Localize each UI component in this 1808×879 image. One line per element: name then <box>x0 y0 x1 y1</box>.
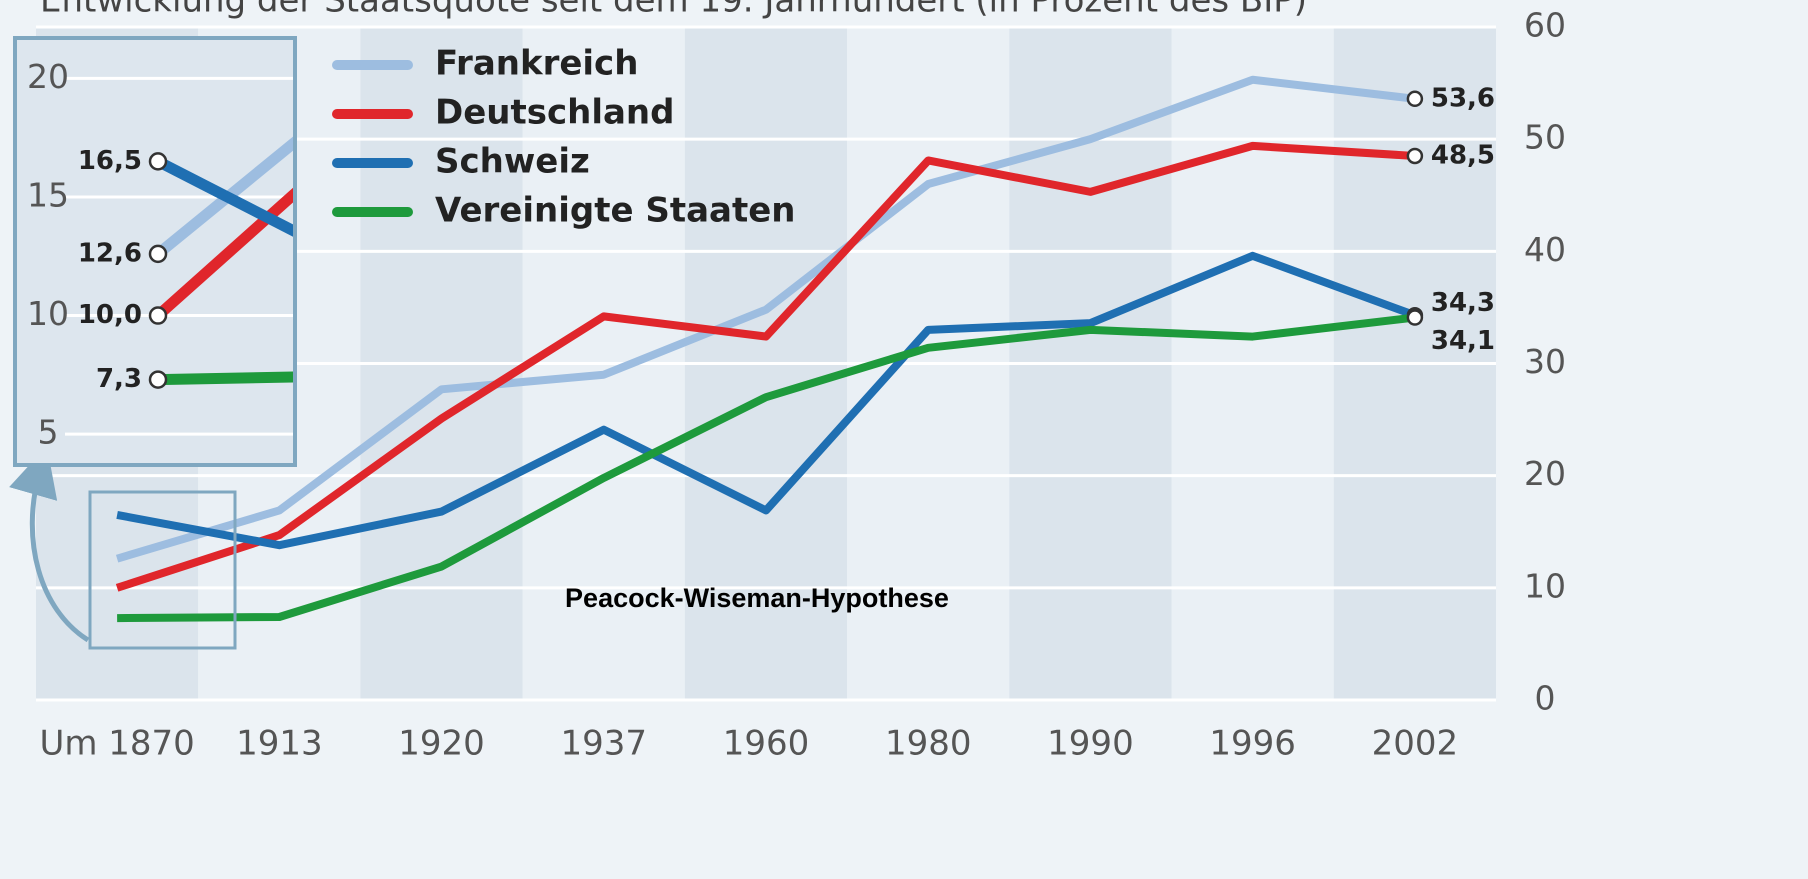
x-tick-label: 1920 <box>398 724 485 764</box>
inset-point-marker <box>148 370 168 389</box>
inset-value-label: 10,0 <box>78 300 142 330</box>
y-tick-label: 20 <box>1524 454 1566 493</box>
x-tick-label: 1937 <box>561 724 648 764</box>
lines <box>115 75 1424 623</box>
inset-series-line <box>155 156 293 237</box>
point-marker <box>1406 309 1424 326</box>
legend: Frankreich Deutschland Schweiz Vereinigte S… <box>332 44 796 231</box>
x-tick-label: 2002 <box>1372 724 1459 764</box>
inset: 5 10 15 20 12,6 10,0 16,5 7,3 <box>13 36 297 467</box>
point-marker <box>1406 147 1424 165</box>
inset-series-line <box>154 187 293 320</box>
series-line <box>116 251 1417 550</box>
inset-value-label: 16,5 <box>78 146 142 176</box>
series-line <box>115 75 1416 563</box>
series-line <box>115 141 1416 592</box>
zoom-box <box>88 490 237 650</box>
inset-value-label: 7,3 <box>96 364 142 394</box>
x-tick-label: 1960 <box>723 724 810 764</box>
x-tick-label: 1913 <box>236 724 323 764</box>
y-tick-label: 30 <box>1524 342 1566 381</box>
chart-title: Entwicklung der Staatsquote seit dem 19.… <box>40 0 1307 21</box>
value-label: 34,1 <box>1431 326 1495 356</box>
y-tick-label: 50 <box>1524 118 1566 157</box>
legend-label: Vereinigte Staaten <box>435 191 796 231</box>
series-line <box>117 313 1416 623</box>
point-marker <box>1406 90 1424 108</box>
inset-tick-label: 15 <box>27 175 69 214</box>
inset-series-line <box>157 371 293 386</box>
value-label: 53,6 <box>1431 83 1495 113</box>
y-tick-label: 40 <box>1524 230 1566 269</box>
x-tick-label: 1996 <box>1209 724 1296 764</box>
inset-lines <box>154 136 293 386</box>
inset-tick-label: 5 <box>38 413 59 452</box>
value-label: 34,3 <box>1431 288 1495 318</box>
legend-label: Frankreich <box>435 44 638 84</box>
x-tick-label: 1980 <box>885 724 972 764</box>
x-tick-label: Um 1870 <box>39 724 194 764</box>
y-tick-label: 10 <box>1524 566 1566 605</box>
legend-label: Schweiz <box>435 142 590 182</box>
legend-label: Deutschland <box>435 93 674 133</box>
inset-point-marker <box>148 244 168 264</box>
value-label: 48,5 <box>1431 140 1495 170</box>
inset-tick-label: 10 <box>27 294 69 333</box>
zoom-arrow <box>9 445 90 643</box>
y-tick-label: 60 <box>1524 6 1566 45</box>
inset-point-marker <box>148 306 168 325</box>
x-tick-label: 1990 <box>1047 724 1134 764</box>
inset-tick-label: 20 <box>27 57 69 96</box>
inset-value-label: 12,6 <box>78 238 142 268</box>
y-tick-label: 0 <box>1535 679 1556 718</box>
inset-point-marker <box>148 152 168 171</box>
annotation: Peacock-Wiseman-Hypothese <box>565 583 949 613</box>
